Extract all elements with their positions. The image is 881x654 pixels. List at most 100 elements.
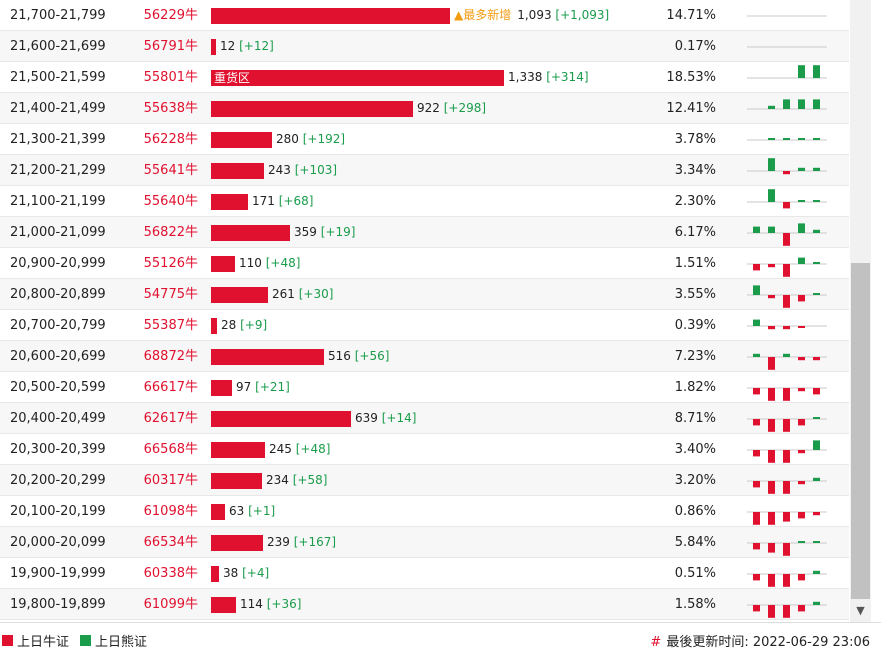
sparkline-bar-down [753, 388, 760, 395]
quantity-label: 97 [+21] [236, 372, 290, 403]
percentage: 18.53% [666, 70, 716, 85]
warrant-code-link[interactable]: 60338牛 [143, 566, 198, 581]
strike-range: 20,100-20,199 [10, 504, 106, 519]
percentage: 3.20% [674, 473, 716, 488]
table-row[interactable]: 21,200-21,299 55641牛 243 [+103] 3.34% [0, 155, 849, 186]
table-row[interactable]: 20,100-20,199 61098牛 63 [+1] 0.86% [0, 496, 849, 527]
sparkline-bar-up [813, 167, 820, 171]
quantity-label: 1,338 [+314] [508, 62, 589, 93]
table-row[interactable]: 20,700-20,799 55387牛 28 [+9] 0.39% [0, 310, 849, 341]
strike-range: 19,900-19,999 [10, 566, 106, 581]
warrant-code-link[interactable]: 61099牛 [143, 597, 198, 612]
bull-square-icon [2, 635, 13, 646]
sparkline-bar-down [768, 605, 775, 618]
quantity-delta: [+9] [240, 318, 268, 332]
scroll-down-icon[interactable]: ▼ [856, 604, 865, 617]
warrant-code-link[interactable]: 66568牛 [143, 442, 198, 457]
quantity-delta: [+1,093] [555, 8, 610, 22]
warrant-code-link[interactable]: 55641牛 [143, 163, 198, 178]
percentage: 3.34% [674, 163, 716, 178]
sparkline-bar-down [798, 419, 805, 426]
table-row[interactable]: 21,000-21,099 56822牛 359 [+19] 6.17% [0, 217, 849, 248]
table-row[interactable]: 19,800-19,899 61099牛 114 [+36] 1.58% [0, 589, 849, 620]
quantity-value: 280 [276, 132, 299, 146]
quantity-bar [211, 380, 232, 396]
sparkline-bar-down [798, 450, 805, 454]
sparkline-bar-down [798, 295, 805, 302]
sparkline-bar-up [813, 65, 820, 78]
warrant-code-link[interactable]: 56228牛 [143, 132, 198, 147]
quantity-delta: [+58] [292, 473, 328, 487]
table-row[interactable]: 20,000-20,099 66534牛 239 [+167] 5.84% [0, 527, 849, 558]
quantity-bar [211, 39, 216, 55]
strike-range: 20,800-20,899 [10, 287, 106, 302]
warrant-code-link[interactable]: 61098牛 [143, 504, 198, 519]
table-row[interactable]: 21,500-21,599 55801牛 重货区 1,338 [+314] 18.53% [0, 62, 849, 93]
table-row[interactable]: 21,600-21,699 56791牛 12 [+12] 0.17% [0, 31, 849, 62]
strike-range: 21,300-21,399 [10, 132, 106, 147]
quantity-delta: [+68] [278, 194, 314, 208]
sparkline-bar-down [798, 326, 805, 328]
strike-range: 21,100-21,199 [10, 194, 106, 209]
quantity-delta: [+48] [265, 256, 301, 270]
table-row[interactable]: 20,200-20,299 60317牛 234 [+58] 3.20% [0, 465, 849, 496]
sparkline-bar-up [813, 541, 820, 543]
warrant-code-link[interactable]: 55640牛 [143, 194, 198, 209]
strike-range: 21,000-21,099 [10, 225, 106, 240]
percentage: 1.58% [674, 597, 716, 612]
warrant-code-link[interactable]: 62617牛 [143, 411, 198, 426]
table-row[interactable]: 21,400-21,499 55638牛 922 [+298] 12.41% [0, 93, 849, 124]
quantity-bar [211, 194, 248, 210]
quantity-delta: [+14] [381, 411, 417, 425]
quantity-bar [211, 132, 272, 148]
warrant-code-link[interactable]: 56791牛 [143, 39, 198, 54]
quantity-delta: [+12] [239, 39, 274, 53]
table-row[interactable]: 20,600-20,699 68872牛 516 [+56] 7.23% [0, 341, 849, 372]
quantity-value: 97 [236, 380, 252, 394]
warrant-code-link[interactable]: 55387牛 [143, 318, 198, 333]
sparkline-bar-up [798, 99, 805, 109]
history-sparkline [747, 440, 827, 463]
quantity-delta: [+1] [248, 504, 276, 518]
warrant-code-link[interactable]: 55126牛 [143, 256, 198, 271]
table-row[interactable]: 21,300-21,399 56228牛 280 [+192] 3.78% [0, 124, 849, 155]
percentage: 0.86% [674, 504, 716, 519]
percentage: 12.41% [666, 101, 716, 116]
warrant-code-link[interactable]: 68872牛 [143, 349, 198, 364]
table-row[interactable]: 20,800-20,899 54775牛 261 [+30] 3.55% [0, 279, 849, 310]
legend-bear: 上日熊证 [80, 631, 147, 650]
history-sparkline [747, 417, 827, 432]
bear-square-icon [80, 635, 91, 646]
warrant-code-link[interactable]: 60317牛 [143, 473, 198, 488]
warrant-code-link[interactable]: 55638牛 [143, 101, 198, 116]
sparkline-bar-down [783, 605, 790, 618]
percentage: 14.71% [666, 8, 716, 23]
sparkline-bar-up [813, 477, 820, 481]
warrant-code-link[interactable]: 56229牛 [143, 8, 198, 23]
table-row[interactable]: 19,900-19,999 60338牛 38 [+4] 0.51% [0, 558, 849, 589]
table-row[interactable]: 20,500-20,599 66617牛 97 [+21] 1.82% [0, 372, 849, 403]
warrant-code-link[interactable]: 56822牛 [143, 225, 198, 240]
hash-icon: # [650, 635, 662, 650]
scrollbar[interactable]: ▼ [850, 0, 871, 622]
table-row[interactable]: 20,400-20,499 62617牛 639 [+14] 8.71% [0, 403, 849, 434]
table-row[interactable]: 21,700-21,799 56229牛 ▲最多新增 1,093 [+1,093] 14… [0, 0, 849, 31]
table-row[interactable]: 20,900-20,999 55126牛 110 [+48] 1.51% [0, 248, 849, 279]
warrant-code-link[interactable]: 55801牛 [143, 70, 198, 85]
quantity-bar [211, 318, 217, 334]
warrant-code-link[interactable]: 66534牛 [143, 535, 198, 550]
table-row[interactable]: 21,100-21,199 55640牛 171 [+68] 2.30% [0, 186, 849, 217]
history-sparkline [747, 158, 827, 175]
strike-range: 20,300-20,399 [10, 442, 106, 457]
sparkline-bar-down [768, 326, 775, 330]
table-row[interactable]: 20,300-20,399 66568牛 245 [+48] 3.40% [0, 434, 849, 465]
quantity-value: 110 [239, 256, 262, 270]
warrant-code-link[interactable]: 66617牛 [143, 380, 198, 395]
quantity-bar [211, 473, 262, 489]
warrant-code-link[interactable]: 54775牛 [143, 287, 198, 302]
history-sparkline [747, 99, 827, 110]
quantity-bar [211, 566, 219, 582]
scrollbar-thumb[interactable] [851, 263, 870, 599]
quantity-bar [211, 504, 225, 520]
quantity-delta: [+19] [320, 225, 356, 239]
